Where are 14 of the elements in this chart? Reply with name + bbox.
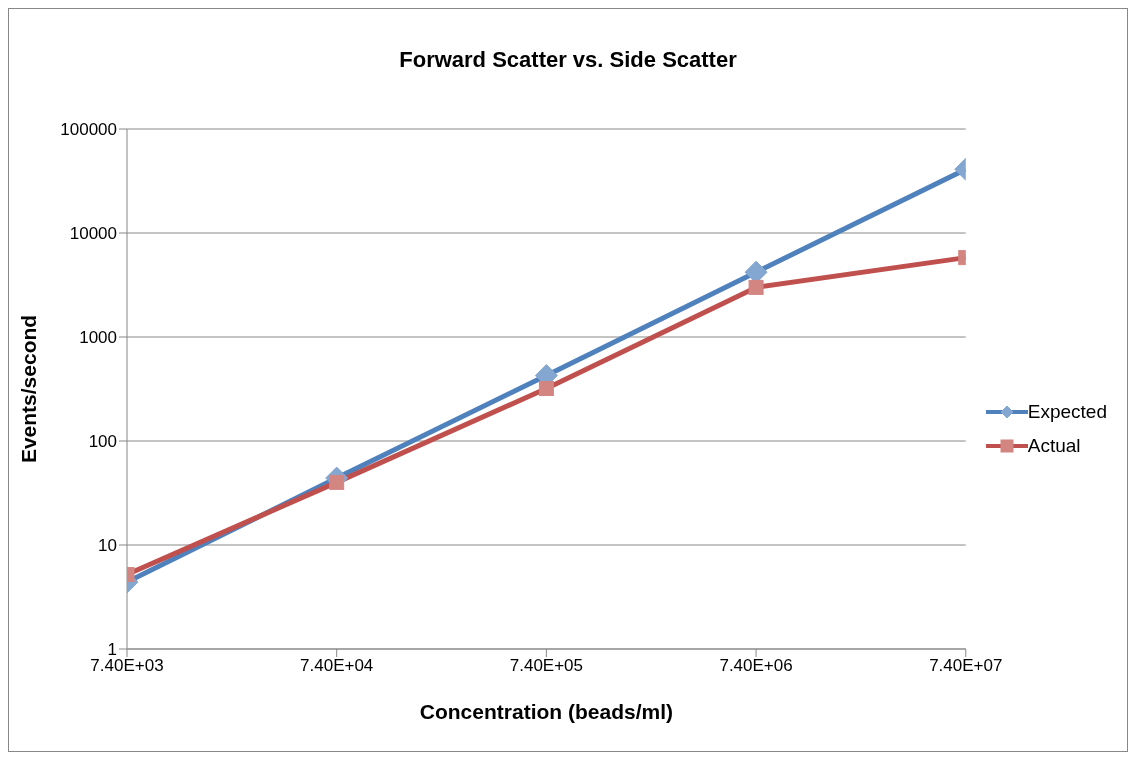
legend-label: Actual [1027,435,1081,457]
y-tick-label: 100 [88,432,117,452]
x-tick-label: 7.40E+06 [719,656,793,676]
legend-label: Expected [1027,401,1107,423]
y-tick-label: 10 [98,536,117,556]
y-axis-title: Events/second [17,314,41,464]
x-tick-label: 7.40E+07 [929,656,1003,676]
x-axis-title: Concentration (beads/ml) [419,700,673,723]
x-tick-label: 7.40E+04 [300,656,374,676]
x-tick-label: 7.40E+05 [509,656,584,676]
chart-title: Forward Scatter vs. Side Scatter [398,47,738,73]
y-tick-label: 10000 [69,224,117,244]
y-tick-label: 1000 [79,328,117,348]
y-tick-label: 100000 [60,120,117,140]
